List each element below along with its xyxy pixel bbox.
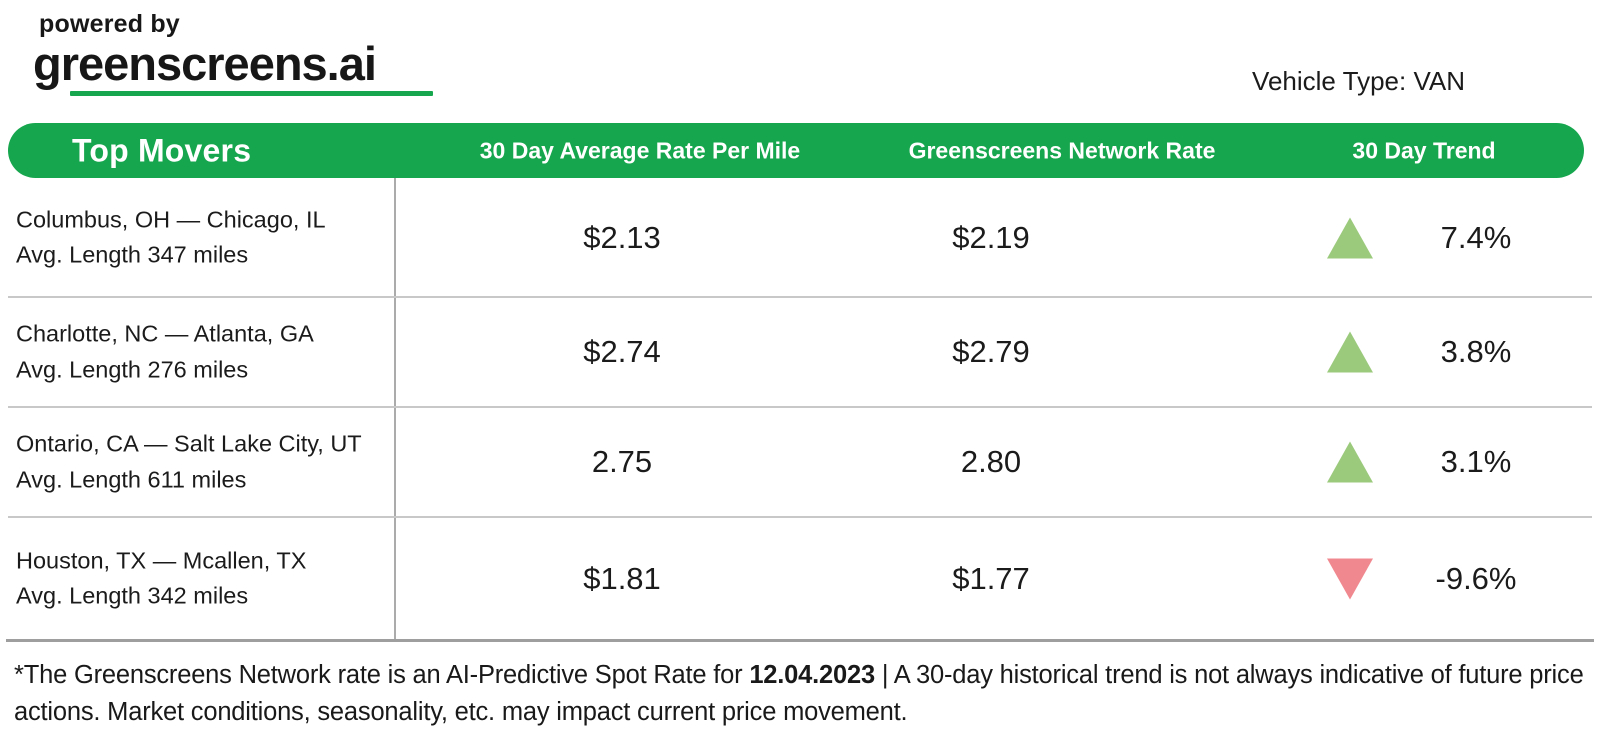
avg-rate-value: $2.13: [583, 219, 661, 255]
table-row: Houston, TX — Mcallen, TX Avg. Length 34…: [0, 517, 1600, 640]
avg-rate-value: 2.75: [591, 444, 653, 479]
table-row: Ontario, CA — Salt Lake City, UT Avg. Le…: [0, 407, 1600, 517]
row-divider: [8, 406, 1592, 408]
lane-cell: Charlotte, NC — Atlanta, GA Avg. Length …: [16, 316, 314, 387]
lane-cell: Columbus, OH — Chicago, IL Avg. Length 3…: [16, 202, 326, 273]
logo-brand: greenscreens.ai: [33, 37, 377, 90]
trend-pct-value: -9.6%: [1435, 560, 1517, 596]
disclaimer-date: 12.04.2023: [749, 661, 875, 689]
column-header-trend: 30 Day Trend: [1352, 137, 1496, 163]
network-rate-value: $1.77: [952, 560, 1030, 596]
network-rate-value: $2.79: [952, 334, 1030, 369]
table-row: Columbus, OH — Chicago, IL Avg. Length 3…: [0, 178, 1600, 297]
disclaimer-post: | A 30-day historical trend is not alway…: [14, 661, 1584, 726]
lane-cell: Houston, TX — Mcallen, TX Avg. Length 34…: [16, 543, 306, 614]
lane-avg-length: Avg. Length 276 miles: [16, 356, 249, 382]
trend-pct-value: 3.1%: [1440, 444, 1512, 479]
trend-up-icon: [1327, 441, 1373, 483]
trend-up-icon: [1327, 331, 1373, 373]
table-header-bar: Top Movers 30 Day Average Rate Per Mile …: [8, 123, 1584, 178]
row-divider: [8, 296, 1592, 298]
lane-route: Ontario, CA — Salt Lake City, UT: [16, 430, 362, 457]
lane-route: Charlotte, NC — Atlanta, GA: [16, 320, 314, 347]
logo-powered-by: powered by: [39, 10, 180, 38]
disclaimer-text: *The Greenscreens Network rate is an AI-…: [14, 657, 1594, 731]
column-header-network-rate: Greenscreens Network Rate: [908, 137, 1216, 163]
lane-route: Columbus, OH — Chicago, IL: [16, 205, 326, 232]
lane-avg-length: Avg. Length 342 miles: [16, 582, 249, 609]
trend-pct-value: 3.8%: [1440, 334, 1512, 369]
greenscreens-logo: powered by greenscreens.ai: [33, 10, 433, 96]
column-divider: [394, 178, 396, 640]
row-divider: [8, 516, 1592, 518]
avg-rate-value: $2.74: [583, 334, 661, 369]
top-movers-title: Top Movers: [72, 132, 252, 168]
lane-avg-length: Avg. Length 611 miles: [16, 466, 247, 492]
column-header-avg-rate: 30 Day Average Rate Per Mile: [479, 137, 801, 163]
trend-pct-value: 7.4%: [1440, 219, 1512, 255]
lane-avg-length: Avg. Length 347 miles: [16, 241, 249, 268]
lane-route: Houston, TX — Mcallen, TX: [16, 546, 307, 573]
lane-cell: Ontario, CA — Salt Lake City, UT Avg. Le…: [16, 426, 362, 497]
trend-down-icon: [1327, 558, 1373, 599]
avg-rate-value: $1.81: [583, 560, 661, 596]
disclaimer-pre: *The Greenscreens Network rate is an AI-…: [14, 661, 750, 689]
network-rate-value: $2.19: [952, 219, 1030, 255]
network-rate-value: 2.80: [960, 444, 1022, 479]
logo-underline: [70, 90, 433, 96]
table-row: Charlotte, NC — Atlanta, GA Avg. Length …: [0, 297, 1600, 407]
trend-up-icon: [1327, 217, 1373, 258]
table-bottom-border: [6, 639, 1594, 642]
vehicle-type-label: Vehicle Type: VAN: [1252, 66, 1465, 96]
